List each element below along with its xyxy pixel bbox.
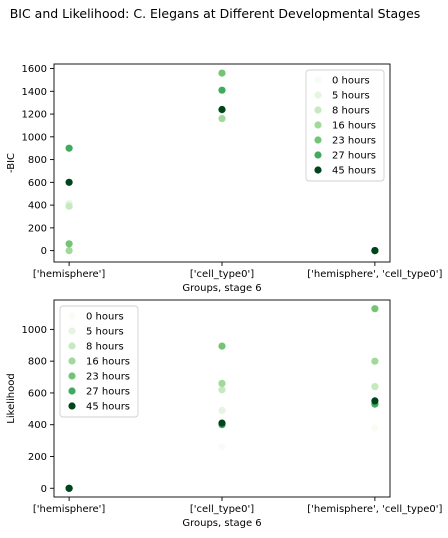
data-point-8-hours: [218, 386, 226, 394]
x-axis-label: Groups, stage 6: [182, 518, 261, 529]
legend-label: 27 hours: [86, 387, 130, 398]
x-tick-label: ['hemisphere', 'cell_type0']: [307, 269, 442, 280]
y-tick-label: 1600: [22, 64, 47, 75]
y-axis-label: Likelihood: [6, 373, 17, 423]
legend-label: 8 hours: [332, 106, 370, 117]
y-tick-label: 200: [28, 452, 47, 463]
data-point-16-hours: [65, 247, 73, 255]
y-tick-label: 1400: [22, 87, 47, 98]
x-tick-label: ['hemisphere']: [33, 269, 106, 280]
y-axis-label: -BIC: [6, 153, 17, 173]
y-tick-label: 400: [28, 420, 47, 431]
legend-marker: [68, 342, 76, 350]
y-tick-label: 1200: [22, 110, 47, 121]
x-tick-label: ['cell_type0']: [190, 504, 254, 515]
data-point-45-hours: [218, 419, 226, 427]
legend-marker: [314, 136, 322, 144]
data-point-27-hours: [65, 144, 73, 152]
data-point-16-hours: [218, 115, 226, 123]
y-tick-label: 400: [28, 201, 47, 212]
legend-marker: [314, 166, 322, 174]
legend-marker: [314, 151, 322, 159]
data-point-23-hours: [65, 240, 73, 248]
legend-marker: [68, 327, 76, 335]
legend-marker: [68, 387, 76, 395]
legend-label: 8 hours: [86, 342, 124, 353]
legend-marker: [314, 91, 322, 99]
legend-marker: [68, 357, 76, 365]
x-tick-label: ['cell_type0']: [190, 269, 254, 280]
legend-box: [59, 305, 139, 418]
legend-label: 0 hours: [86, 312, 124, 323]
data-point-45-hours: [371, 397, 379, 405]
likelihood-chart: 0 200 400 600 800 1000 ['hemisphere'] ['cell_ty…: [6, 299, 443, 529]
legend-label: 27 hours: [332, 151, 376, 162]
data-point-45-hours: [371, 247, 379, 255]
data-point-0-hours: [371, 424, 379, 432]
legend-marker: [68, 402, 76, 410]
legend-label: 23 hours: [332, 136, 376, 147]
x-tick-label: ['hemisphere']: [33, 504, 106, 515]
data-point-27-hours: [218, 86, 226, 94]
y-tick-label: 1000: [22, 132, 47, 143]
data-point-8-hours: [371, 383, 379, 391]
y-tick-label: 0: [41, 246, 47, 257]
data-point-0-hours: [218, 443, 226, 451]
y-tick-label: 600: [28, 388, 47, 399]
legend-label: 0 hours: [332, 76, 370, 87]
y-tick-label: 200: [28, 223, 47, 234]
y-tick-label: 1000: [22, 325, 47, 336]
legend-marker: [314, 121, 322, 129]
data-point-16-hours: [371, 357, 379, 365]
y-tick-label: 800: [28, 155, 47, 166]
legend-box: [305, 69, 385, 182]
legend-marker: [68, 372, 76, 380]
bic-chart: 0 200 400 600 800 1000 1200 1400 1600 ['hemispher…: [6, 63, 443, 294]
data-point-45-hours: [218, 105, 226, 114]
data-point-45-hours: [65, 178, 73, 186]
legend-label: 5 hours: [86, 327, 124, 338]
y-tick-label: 0: [41, 484, 47, 495]
figure-title: BIC and Likelihood: C. Elegans at Differ…: [9, 6, 421, 21]
legend-label: 45 hours: [86, 402, 130, 413]
legend-marker: [314, 106, 322, 114]
data-point-23-hours: [218, 69, 226, 77]
legend-label: 16 hours: [86, 357, 130, 368]
data-point-23-hours: [371, 305, 379, 313]
y-tick-label: 800: [28, 357, 47, 368]
y-tick-label: 600: [28, 178, 47, 189]
legend-label: 16 hours: [332, 121, 376, 132]
x-axis-label: Groups, stage 6: [182, 283, 261, 294]
data-point-16-hours: [218, 379, 226, 387]
legend-label: 5 hours: [332, 91, 370, 102]
legend-marker: [314, 76, 322, 84]
legend-marker: [68, 312, 76, 320]
legend-label: 45 hours: [332, 166, 376, 177]
data-point-23-hours: [218, 342, 226, 350]
data-point-8-hours: [65, 202, 73, 210]
data-point-45-hours: [65, 484, 73, 492]
data-point-5-hours: [218, 406, 226, 414]
x-tick-label: ['hemisphere', 'cell_type0']: [307, 504, 442, 515]
legend-label: 23 hours: [86, 372, 130, 383]
